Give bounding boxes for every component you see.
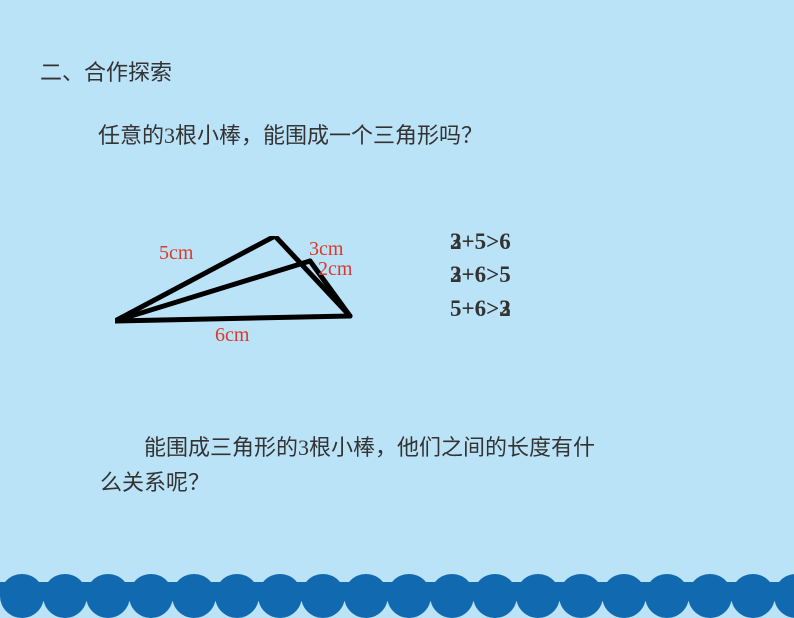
triangle-diagram: 5cm 3cm 2cm 6cm [115,236,375,356]
scallop-circle [0,574,44,618]
label-6cm: 6cm [215,324,249,347]
scallop-circle [172,574,216,618]
conclusion-line2: 么关系呢？ [100,465,700,500]
label-2cm: 2cm [318,258,352,281]
inequality-2-overlay: 2 [450,258,462,291]
inequality-3-overlay: 2 [499,292,511,325]
scallop-circle [688,574,732,618]
conclusion-text: 能围成三角形的3根小棒，他们之间的长度有什 么关系呢？ [100,430,700,500]
inequality-1-overlay: 2 [450,225,462,258]
scallop-circle [473,574,517,618]
scallop-circle [430,574,474,618]
footer-bar [0,582,794,596]
label-5cm: 5cm [159,242,193,265]
scallop-circle [258,574,302,618]
scallop-circle [645,574,689,618]
scallop-circle [301,574,345,618]
scallop-circle [387,574,431,618]
scallop-circle [43,574,87,618]
scallop-circle [602,574,646,618]
scallop-circle [215,574,259,618]
scallop-circle [559,574,603,618]
scallop-circle [731,574,775,618]
section-title: 二、合作探索 [40,55,172,87]
edge-base [115,316,350,321]
scallop-circle [344,574,388,618]
scallop-circle [774,574,794,618]
scallop-circle [516,574,560,618]
conclusion-line1: 能围成三角形的3根小棒，他们之间的长度有什 [100,430,700,465]
scallop-circle [86,574,130,618]
scallop-circle [129,574,173,618]
question-text: 任意的3根小棒，能围成一个三角形吗？ [98,118,483,150]
inequality-block: 3+5>6 2 3+6>5 2 5+6>3 2 [450,225,511,325]
